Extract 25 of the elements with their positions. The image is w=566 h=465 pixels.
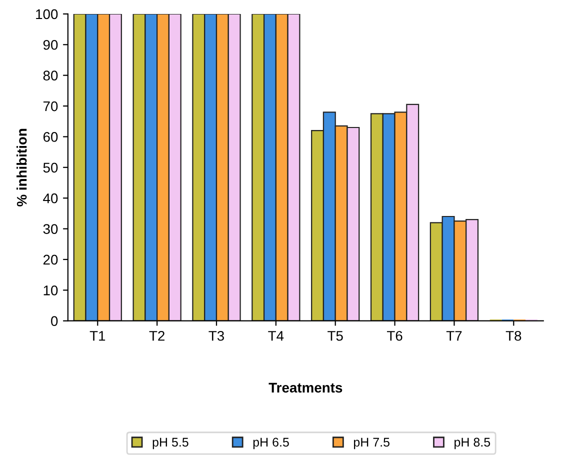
legend-label: pH 7.5 [354, 438, 390, 450]
y-tick-label: 0 [51, 316, 58, 326]
y-tick-label: 10 [44, 285, 58, 296]
x-tick-label: T8 [506, 330, 522, 341]
x-axis-title: Treatments [268, 382, 342, 393]
x-tick-label: T3 [208, 330, 224, 341]
legend-label: pH 5.5 [152, 438, 188, 450]
y-tick-label: 80 [43, 70, 58, 80]
y-tick-label: 90 [43, 40, 58, 50]
y-tick-label: 40 [43, 193, 58, 204]
y-tick-label: 100 [36, 9, 58, 20]
legend-label: pH 6.5 [253, 438, 289, 450]
y-tick-label: 70 [43, 101, 58, 112]
x-tick-label: T4 [268, 331, 284, 341]
x-tick-label: T2 [149, 330, 164, 341]
y-axis-title: % inhibition [16, 128, 27, 206]
x-tick-label: T1 [90, 331, 106, 341]
legend-label: pH 8.5 [454, 438, 490, 450]
y-tick-label: 60 [43, 132, 58, 142]
y-tick-label: 50 [43, 162, 58, 173]
x-tick-label: T7 [446, 331, 462, 341]
x-tick-label: T6 [386, 330, 402, 341]
y-tick-label: 20 [43, 254, 58, 265]
y-tick-label: 30 [43, 224, 58, 234]
x-tick-label: T5 [328, 331, 343, 341]
